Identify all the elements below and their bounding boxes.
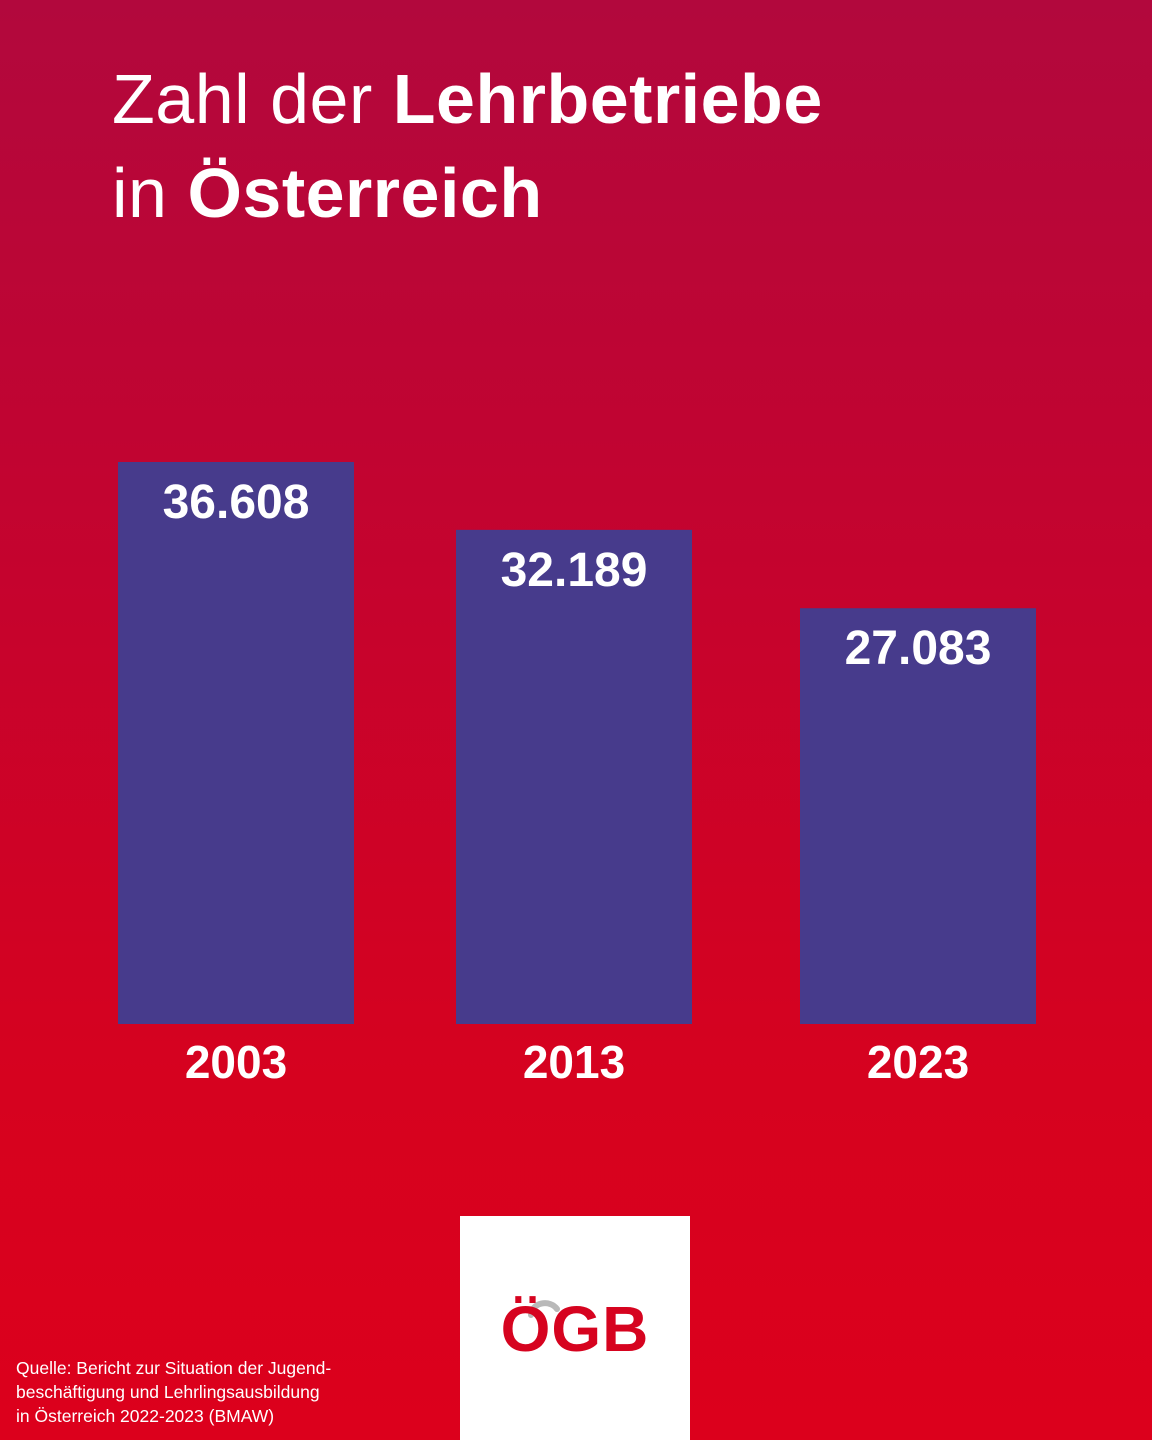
bar-2003 bbox=[118, 462, 354, 1024]
title-line1-bold: Lehrbetriebe bbox=[392, 60, 823, 138]
title-line2-normal: in bbox=[112, 154, 188, 232]
chart-title: Zahl der Lehrbetriebe in Österreich bbox=[112, 52, 823, 240]
source-note: Quelle: Bericht zur Situation der Jugend… bbox=[16, 1358, 332, 1426]
x-tick-label-2013: 2013 bbox=[523, 1036, 625, 1088]
bar-2013 bbox=[456, 529, 692, 1024]
value-label-2013: 32.189 bbox=[501, 544, 648, 597]
x-tick-label-2023: 2023 bbox=[867, 1036, 969, 1088]
oegb-logo: ÖGB bbox=[460, 1216, 690, 1440]
value-label-2023: 27.083 bbox=[845, 622, 992, 675]
value-label-2003: 36.608 bbox=[163, 476, 310, 529]
logo-arc-icon bbox=[528, 1300, 560, 1318]
title-line2-bold: Österreich bbox=[187, 154, 543, 232]
x-tick-label-2003: 2003 bbox=[185, 1036, 287, 1088]
bar-2023 bbox=[800, 608, 1036, 1024]
logo-text: ÖGB bbox=[500, 1293, 650, 1365]
title-line1-normal: Zahl der bbox=[112, 60, 393, 138]
